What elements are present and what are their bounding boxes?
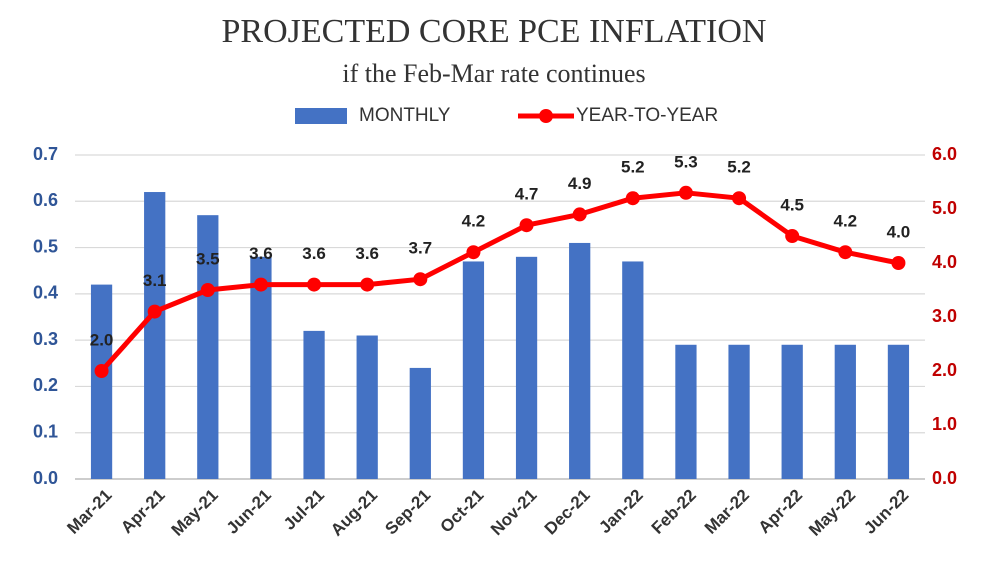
x-tick-label: Apr-22 <box>755 486 807 538</box>
y-tick-label: 0.5 <box>33 236 58 256</box>
data-label: 5.3 <box>674 152 698 171</box>
x-tick-label: Jul-21 <box>280 486 328 534</box>
line-marker <box>200 283 215 297</box>
y2-tick-label: 2.0 <box>932 360 957 380</box>
y-tick-label: 0.7 <box>33 144 58 164</box>
line-marker <box>519 218 534 233</box>
x-tick-label: Oct-21 <box>437 486 488 537</box>
x-tick-label: Nov-21 <box>487 486 541 540</box>
line <box>99 190 899 373</box>
line-marker <box>466 245 481 260</box>
bar <box>144 192 166 479</box>
data-label: 3.7 <box>408 239 432 258</box>
chart-subtitle: if the Feb-Mar rate continues <box>342 59 645 88</box>
data-label: 3.6 <box>302 244 326 263</box>
bar <box>781 344 803 479</box>
y2-tick-label: 3.0 <box>932 306 957 326</box>
data-label: 5.2 <box>621 158 645 177</box>
line-marker <box>625 191 640 206</box>
line-marker <box>572 207 587 222</box>
line-marker <box>891 256 906 270</box>
data-label: 5.2 <box>727 158 751 177</box>
chart-title: PROJECTED CORE PCE INFLATION <box>222 13 767 50</box>
line-marker <box>838 245 853 260</box>
line-marker <box>253 277 268 292</box>
bar <box>197 215 219 479</box>
legend-swatch <box>539 109 553 123</box>
bar <box>569 242 591 479</box>
x-tick-label: Sep-21 <box>381 486 434 539</box>
legend-swatch <box>295 108 347 124</box>
data-label: 4.2 <box>462 212 486 231</box>
x-tick-label: Aug-21 <box>327 486 381 540</box>
bar <box>728 344 750 479</box>
y-tick-label: 0.4 <box>33 283 58 303</box>
data-label: 3.1 <box>143 271 167 290</box>
y-tick-label: 0.1 <box>33 421 58 441</box>
data-label: 4.5 <box>780 195 804 214</box>
x-tick-label: Jun-22 <box>860 486 912 538</box>
bar <box>622 261 644 479</box>
data-label: 3.6 <box>355 244 379 263</box>
line-marker <box>413 272 428 287</box>
line-marker <box>360 277 375 292</box>
bar <box>356 335 378 479</box>
y-tick-label: 0.3 <box>33 329 58 349</box>
bar <box>834 344 856 479</box>
y2-tick-label: 1.0 <box>932 414 957 434</box>
bar <box>515 256 538 479</box>
bar <box>250 256 272 479</box>
line-marker <box>147 304 162 319</box>
data-label: 4.2 <box>833 212 857 231</box>
y2-tick-label: 4.0 <box>932 252 957 272</box>
legend-label: MONTHLY <box>359 105 451 126</box>
y-tick-label: 0.6 <box>33 190 58 210</box>
data-label: 4.9 <box>568 174 592 193</box>
x-tick-label: Dec-21 <box>541 486 594 539</box>
x-tick-label: Mar-21 <box>63 486 115 538</box>
y-tick-label: 0.2 <box>33 375 58 395</box>
data-label: 3.5 <box>196 249 220 268</box>
bar <box>90 284 113 479</box>
bar <box>887 344 910 479</box>
line-marker <box>732 191 747 206</box>
data-label: 3.6 <box>249 244 273 263</box>
x-tick-label: Mar-22 <box>701 486 753 538</box>
line-marker <box>94 364 109 378</box>
bar <box>462 261 485 479</box>
y2-tick-label: 6.0 <box>932 144 957 164</box>
data-label: 4.7 <box>515 185 539 204</box>
legend-label: YEAR-TO-YEAR <box>576 105 718 126</box>
bar <box>303 330 325 479</box>
x-tick-label: Jan-22 <box>595 486 647 538</box>
y2-tick-label: 5.0 <box>932 198 957 218</box>
y2-tick-label: 0.0 <box>932 468 957 488</box>
x-tick-label: Jun-21 <box>223 486 275 538</box>
bar <box>675 344 697 479</box>
x-tick-label: May-22 <box>805 486 859 540</box>
bar <box>409 367 431 479</box>
y-tick-label: 0.0 <box>33 468 58 488</box>
line-marker <box>307 277 322 292</box>
x-tick-label: Feb-22 <box>648 486 700 538</box>
x-tick-label: Apr-21 <box>117 486 169 538</box>
line-marker <box>678 185 693 200</box>
data-label: 2.0 <box>90 330 114 349</box>
line-marker <box>785 229 800 243</box>
data-label: 4.0 <box>887 222 911 241</box>
x-tick-label: May-21 <box>168 486 222 540</box>
